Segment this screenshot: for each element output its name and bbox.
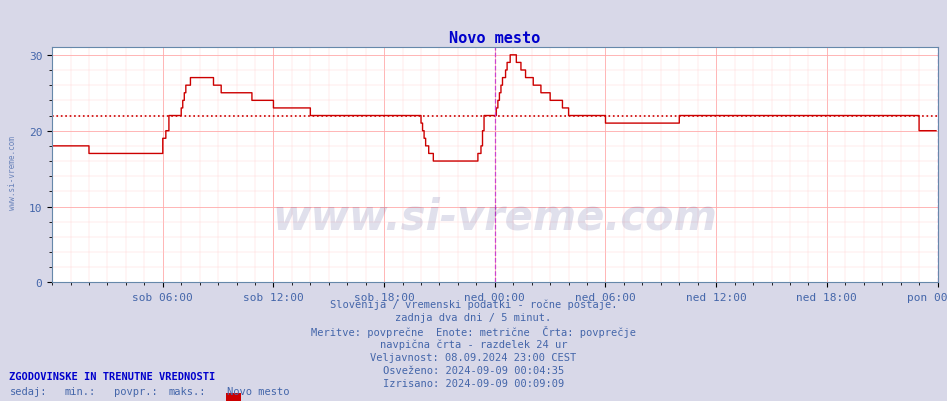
Text: Veljavnost: 08.09.2024 23:00 CEST: Veljavnost: 08.09.2024 23:00 CEST [370, 352, 577, 362]
Text: zadnja dva dni / 5 minut.: zadnja dva dni / 5 minut. [396, 312, 551, 322]
Text: ZGODOVINSKE IN TRENUTNE VREDNOSTI: ZGODOVINSKE IN TRENUTNE VREDNOSTI [9, 371, 216, 381]
Text: Novo mesto: Novo mesto [227, 386, 290, 396]
Text: www.si-vreme.com: www.si-vreme.com [273, 196, 717, 238]
Text: Izrisano: 2024-09-09 00:09:09: Izrisano: 2024-09-09 00:09:09 [383, 378, 564, 388]
Text: Osveženo: 2024-09-09 00:04:35: Osveženo: 2024-09-09 00:04:35 [383, 365, 564, 375]
Text: povpr.:: povpr.: [114, 386, 157, 396]
Title: Novo mesto: Novo mesto [449, 30, 541, 46]
Text: Meritve: povprečne  Enote: metrične  Črta: povprečje: Meritve: povprečne Enote: metrične Črta:… [311, 325, 636, 337]
Text: maks.:: maks.: [169, 386, 206, 396]
Text: min.:: min.: [64, 386, 96, 396]
Text: sedaj:: sedaj: [9, 386, 47, 396]
Text: www.si-vreme.com: www.si-vreme.com [8, 136, 17, 209]
Text: navpična črta - razdelek 24 ur: navpična črta - razdelek 24 ur [380, 338, 567, 349]
Text: Slovenija / vremenski podatki - ročne postaje.: Slovenija / vremenski podatki - ročne po… [330, 299, 617, 309]
